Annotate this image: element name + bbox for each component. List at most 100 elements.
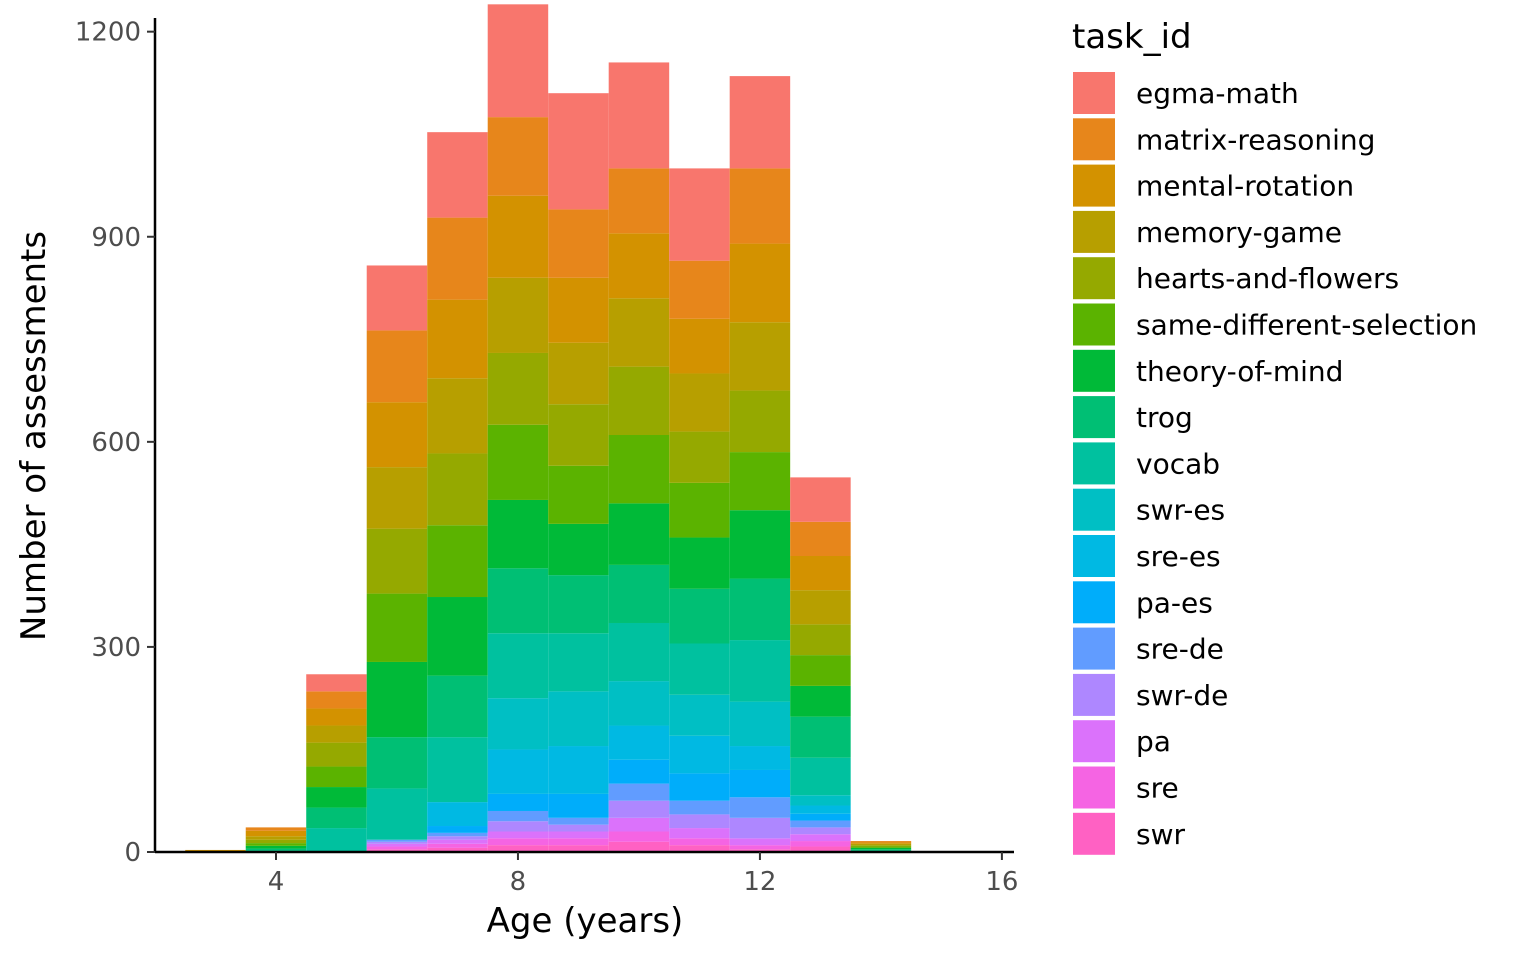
bar-segment: [548, 209, 609, 278]
bar-segment: [608, 622, 670, 682]
bar-segment: [366, 841, 428, 844]
bar-segment: [790, 590, 851, 625]
bar-segment: [729, 769, 791, 798]
bar-segment: [548, 746, 609, 794]
bar-segment: [427, 453, 488, 526]
bar-segment: [487, 821, 549, 832]
bar-segment: [427, 675, 488, 738]
bar-segment: [427, 847, 488, 852]
legend-label: sre: [1136, 772, 1179, 805]
bar-segment: [487, 4, 549, 118]
legend-label: trog: [1136, 401, 1193, 434]
bar-segment: [669, 694, 730, 736]
bar-segment: [729, 797, 791, 818]
bar-segment: [790, 834, 851, 842]
legend-label: swr-de: [1136, 679, 1228, 712]
bar-segment: [669, 773, 730, 801]
bar-segment: [487, 698, 549, 750]
bar-segment: [608, 298, 670, 367]
bar-segment: [669, 845, 730, 852]
bar-segment: [366, 737, 428, 789]
x-ticks: 4 8 12 16: [268, 852, 1018, 897]
bar-segment: [427, 597, 488, 676]
bar-segment: [729, 746, 791, 770]
legend-label: sre-de: [1136, 633, 1224, 666]
bar-segment: [548, 93, 609, 210]
legend-label: egma-math: [1136, 77, 1299, 110]
bar-segment: [729, 817, 791, 839]
x-axis-title: Age (years): [487, 901, 684, 941]
bar-segment: [608, 841, 670, 852]
bar-segment: [729, 390, 791, 453]
bar-segment: [608, 759, 670, 784]
bar-segment: [548, 838, 609, 846]
bar-segment: [366, 788, 428, 840]
bar-segment: [790, 655, 851, 686]
bar-segment: [366, 330, 428, 403]
legend-swatch: [1073, 303, 1115, 346]
bar-segment: [669, 814, 730, 829]
bar-segment: [548, 817, 609, 825]
bar-segment: [306, 725, 367, 743]
bar-segment: [608, 681, 670, 726]
bar-segment: [548, 831, 609, 839]
legend-label: vocab: [1136, 447, 1220, 480]
bar-segment: [427, 378, 488, 454]
bar-segment: [669, 168, 730, 261]
bar-segment: [608, 817, 670, 832]
bar-segment: [245, 843, 307, 846]
bar-segment: [729, 243, 791, 323]
bar-segment: [245, 845, 307, 849]
bar-segment: [366, 843, 428, 847]
bar-segment: [427, 737, 488, 803]
bar-segment: [427, 525, 488, 598]
bar-segment: [608, 503, 670, 565]
bar-segment: [306, 787, 367, 808]
bar-segment: [487, 831, 549, 839]
bar-segment: [669, 800, 730, 815]
bar-segment: [366, 402, 428, 468]
legend-swatch: [1073, 442, 1115, 485]
legend-swatch: [1073, 812, 1115, 855]
bar-segment: [366, 467, 428, 529]
bar-segment: [487, 793, 549, 811]
bar-segment: [427, 843, 488, 848]
bar-segment: [366, 593, 428, 662]
legend-swatch: [1073, 720, 1115, 763]
bar-segment: [306, 766, 367, 788]
y-tick-label: 1200: [75, 18, 141, 48]
bar-segment: [306, 674, 367, 692]
bar-segment: [729, 640, 791, 702]
y-tick-label: 600: [91, 428, 141, 458]
bar-segment: [245, 827, 307, 831]
bar-segment: [790, 813, 851, 821]
bar-segment: [487, 499, 549, 569]
bar-segment: [729, 701, 791, 747]
legend-swatch: [1073, 257, 1115, 300]
legend-swatch: [1073, 72, 1115, 114]
bar-segment: [608, 783, 670, 801]
legend-swatch: [1073, 673, 1115, 716]
y-axis-title: Number of assessments: [14, 231, 54, 641]
legend-swatch: [1073, 164, 1115, 207]
bar-segment: [306, 708, 367, 726]
legend-swatch: [1073, 766, 1115, 809]
bar-segment: [729, 510, 791, 579]
bar-segment: [608, 168, 670, 234]
bar-segment: [548, 404, 609, 466]
bar-segment: [790, 555, 851, 591]
bar-segment: [487, 117, 549, 196]
bar-segment: [850, 843, 912, 846]
bar-segment: [790, 757, 851, 796]
bar-segment: [487, 424, 549, 500]
bar-segment: [669, 431, 730, 483]
bar-segment: [790, 477, 851, 522]
bar-segment: [487, 277, 549, 353]
bar-segment: [306, 691, 367, 709]
bar-segment: [245, 839, 307, 844]
bar-segment: [608, 366, 670, 435]
bar-segment: [608, 725, 670, 760]
bar-segment: [548, 523, 609, 576]
bar-segment: [487, 633, 549, 699]
